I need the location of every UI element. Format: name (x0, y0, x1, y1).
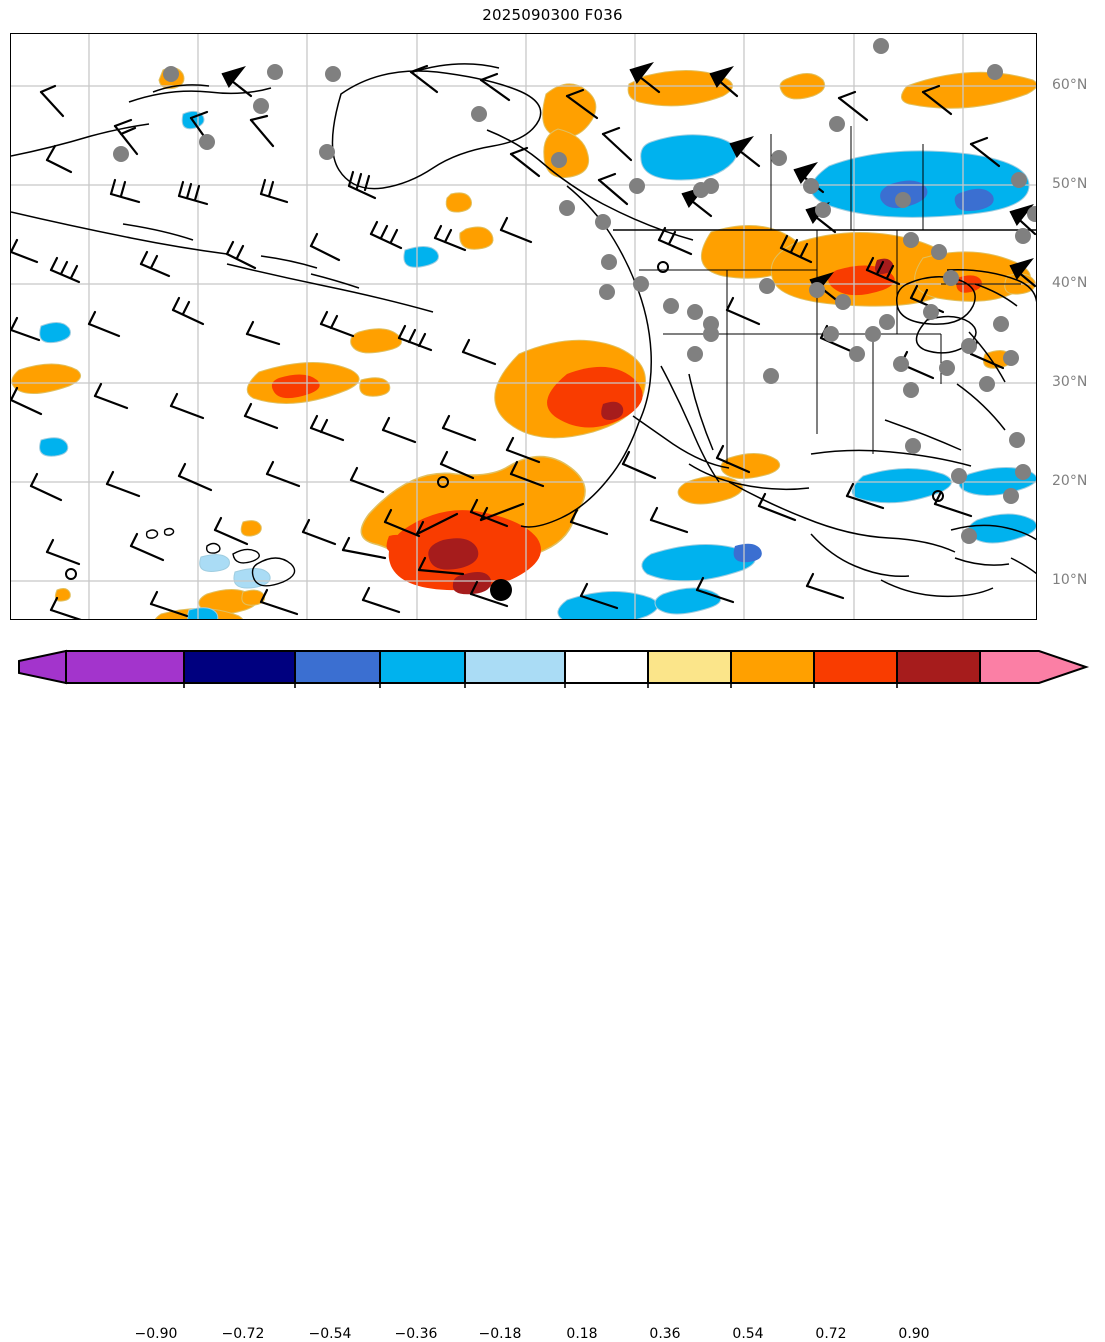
wind-barbs-layer (11, 61, 1036, 619)
low-center-marker (657, 261, 669, 273)
cb-tick-label-2: −0.72 (221, 1326, 265, 1342)
lat-label-40n: 40°N (1052, 275, 1088, 291)
cb-seg-2 (183, 650, 296, 684)
cb-seg-0 (18, 649, 67, 685)
cb-seg-8 (730, 650, 815, 684)
storm-center-dot[interactable] (490, 579, 512, 601)
lat-label-10n: 10°N (1052, 572, 1088, 588)
cb-tick-label-10: 0.90 (898, 1326, 930, 1342)
cb-tick-label-9: 0.72 (815, 1326, 847, 1342)
low-center-marker (437, 476, 449, 488)
cb-seg-11 (979, 650, 1090, 684)
lat-label-30n: 30°N (1052, 374, 1088, 390)
coastlines (11, 63, 1036, 598)
map-figure: 2025090300 F036 (0, 6, 1105, 1342)
lat-label-50n: 50°N (1052, 176, 1088, 192)
colorbar-swatches (18, 649, 1090, 688)
cb-tick-label-5: −0.18 (478, 1326, 522, 1342)
lat-label-60n: 60°N (1052, 77, 1088, 93)
colorbar[interactable]: −0.90 −0.72 −0.54 −0.36 −0.18 0.18 0.36 … (0, 648, 1105, 1342)
cb-seg-7 (647, 650, 732, 684)
cb-tick-label-1: −0.90 (134, 1326, 178, 1342)
cb-tick-label-7: 0.36 (649, 1326, 681, 1342)
cb-tick-label-8: 0.54 (732, 1326, 764, 1342)
station-dots-layer (113, 38, 1036, 544)
low-center-marker (932, 490, 944, 502)
low-center-marker (65, 568, 77, 580)
cb-seg-1 (65, 650, 185, 684)
cb-seg-6 (564, 650, 649, 684)
cb-seg-9 (813, 650, 898, 684)
cb-tick-label-6: 0.18 (566, 1326, 598, 1342)
cb-seg-3 (294, 650, 381, 684)
map-frame (10, 33, 1037, 620)
lat-label-20n: 20°N (1052, 473, 1088, 489)
cb-seg-5 (464, 650, 566, 684)
cb-tick-label-3: −0.54 (308, 1326, 352, 1342)
cb-seg-10 (896, 650, 981, 684)
map-panel[interactable]: 170°W 160°W 150°W 140°W 130°W 120°W 110°… (10, 33, 1087, 671)
cb-seg-4 (379, 650, 466, 684)
cb-tick-label-4: −0.36 (394, 1326, 438, 1342)
figure-title: 2025090300 F036 (482, 6, 623, 24)
map-canvas (11, 34, 1036, 619)
